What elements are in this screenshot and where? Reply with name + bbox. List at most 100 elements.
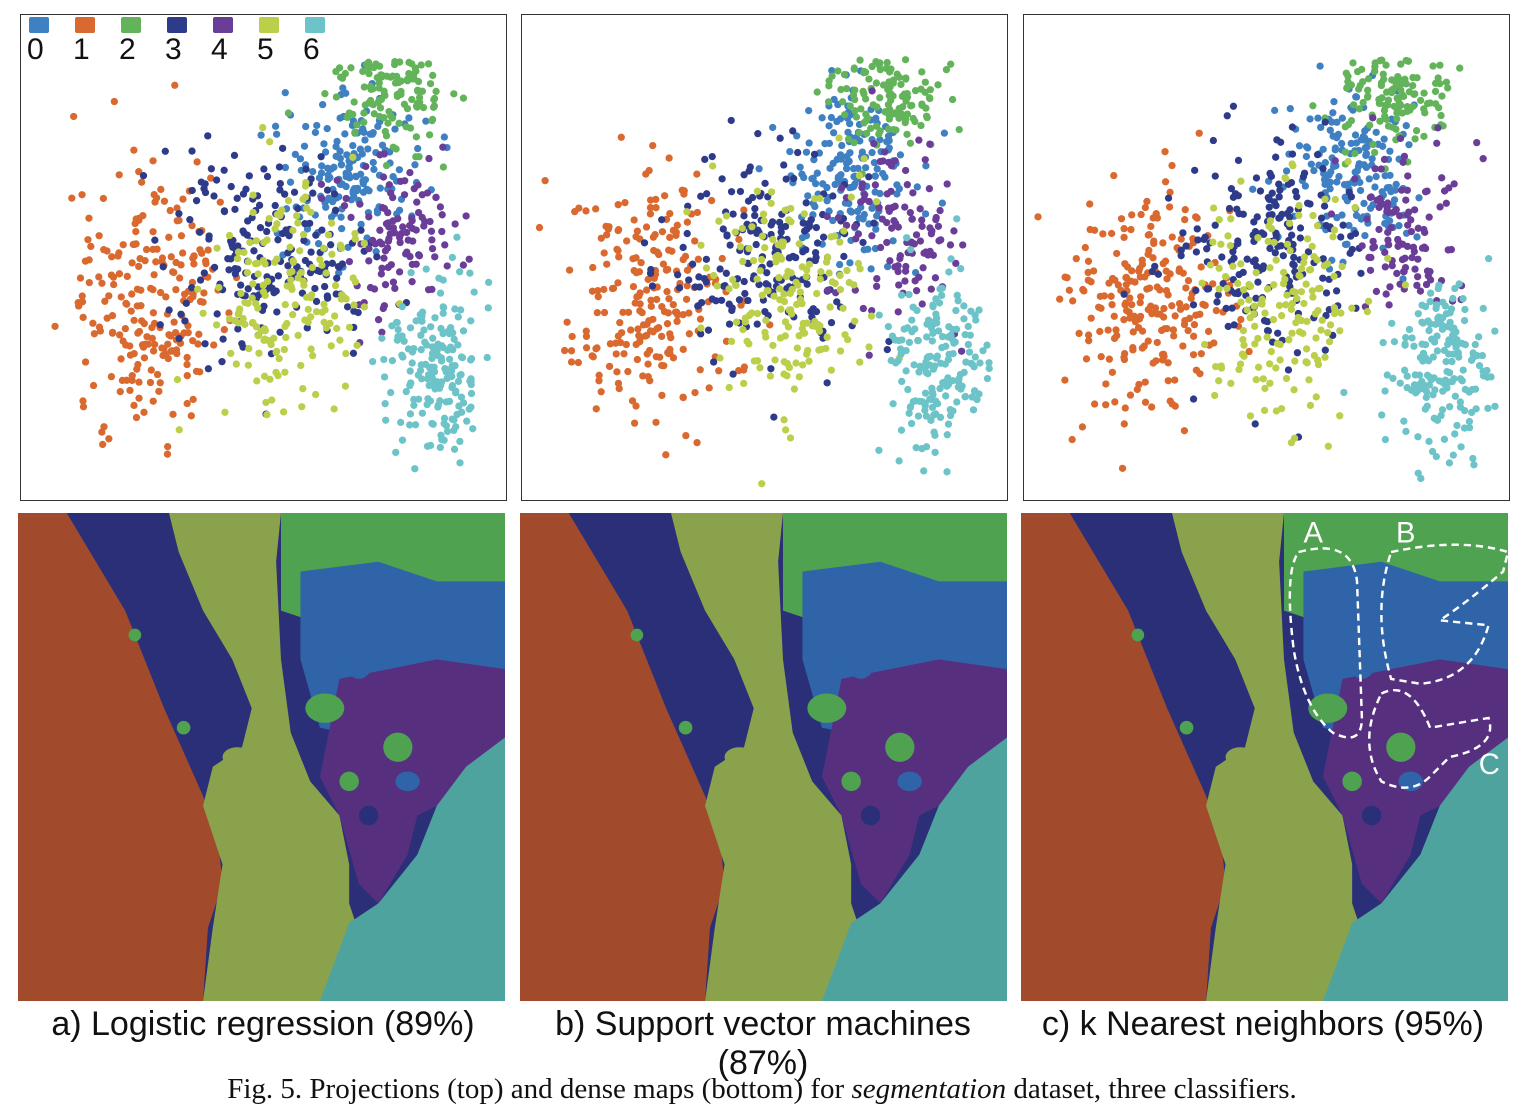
scatter-point-class-5 bbox=[795, 240, 803, 248]
scatter-point-class-5 bbox=[350, 301, 358, 309]
scatter-point-class-0 bbox=[302, 122, 310, 131]
scatter-point-class-3 bbox=[799, 219, 807, 227]
scatter-point-class-5 bbox=[780, 416, 788, 424]
scatter-point-class-1 bbox=[683, 266, 692, 274]
scatter-point-class-5 bbox=[319, 244, 328, 252]
scatter-point-class-5 bbox=[294, 331, 302, 340]
scatter-point-class-3 bbox=[1211, 172, 1219, 180]
scatter-point-class-4 bbox=[383, 244, 392, 252]
legend-swatch bbox=[167, 17, 187, 33]
scatter-point-class-3 bbox=[1290, 253, 1298, 262]
scatter-point-class-1 bbox=[140, 354, 149, 362]
scatter-point-class-2 bbox=[1384, 122, 1393, 130]
scatter-point-class-4 bbox=[378, 204, 387, 212]
scatter-point-class-5 bbox=[249, 208, 257, 217]
scatter-point-class-1 bbox=[1145, 231, 1153, 239]
scatter-point-class-1 bbox=[115, 249, 123, 257]
scatter-point-class-5 bbox=[262, 398, 270, 407]
scatter-point-class-1 bbox=[200, 289, 208, 297]
scatter-point-class-1 bbox=[123, 300, 131, 308]
scatter-point-class-0 bbox=[414, 144, 422, 153]
scatter-point-class-1 bbox=[1195, 129, 1203, 137]
scatter-point-class-5 bbox=[743, 337, 751, 345]
scatter-point-class-3 bbox=[334, 262, 343, 271]
scatter-point-class-1 bbox=[1099, 230, 1107, 238]
scatter-point-class-1 bbox=[220, 325, 228, 334]
scatter-point-class-3 bbox=[349, 349, 358, 357]
scatter-point-class-1 bbox=[1068, 435, 1076, 444]
scatter-point-class-3 bbox=[330, 190, 339, 198]
scatter-point-class-5 bbox=[338, 291, 346, 299]
scatter-point-class-6 bbox=[450, 335, 458, 343]
scatter-point-class-3 bbox=[744, 296, 752, 305]
scatter-point-class-3 bbox=[255, 201, 264, 209]
scatter-point-class-3 bbox=[275, 163, 284, 171]
scatter-point-class-1 bbox=[89, 319, 97, 327]
scatter-point-class-1 bbox=[588, 287, 597, 295]
scatter-point-class-2 bbox=[857, 105, 865, 113]
scatter-point-class-6 bbox=[884, 322, 892, 331]
scatter-point-class-5 bbox=[1313, 356, 1322, 364]
scatter-point-class-2 bbox=[1355, 85, 1363, 93]
scatter-point-class-5 bbox=[1305, 376, 1313, 384]
scatter-point-class-5 bbox=[252, 237, 261, 245]
scatter-point-class-6 bbox=[875, 446, 883, 455]
scatter-point-class-5 bbox=[255, 349, 263, 357]
scatter-point-class-6 bbox=[380, 373, 389, 381]
scatter-point-class-4 bbox=[428, 244, 437, 253]
scatter-point-class-4 bbox=[1327, 210, 1336, 218]
scatter-point-class-0 bbox=[850, 182, 858, 191]
scatter-point-class-1 bbox=[619, 308, 627, 316]
scatter-point-class-1 bbox=[617, 133, 625, 141]
scatter-point-class-6 bbox=[1451, 284, 1459, 293]
scatter-point-class-1 bbox=[600, 285, 608, 294]
scatter-point-class-5 bbox=[1273, 339, 1282, 348]
scatter-point-class-1 bbox=[614, 246, 622, 255]
scatter-point-class-3 bbox=[1272, 231, 1280, 239]
scatter-point-class-5 bbox=[251, 260, 260, 268]
legend-label: 5 bbox=[257, 33, 274, 66]
scatter-point-class-3 bbox=[1211, 221, 1219, 229]
scatter-point-class-4 bbox=[918, 300, 926, 308]
scatter-point-class-2 bbox=[1359, 78, 1367, 86]
scatter-point-class-1 bbox=[84, 236, 92, 244]
scatter-point-class-1 bbox=[1107, 292, 1115, 300]
scatter-point-class-1 bbox=[99, 440, 107, 449]
scatter-point-class-6 bbox=[1456, 375, 1465, 383]
scatter-point-class-0 bbox=[1295, 142, 1304, 150]
scatter-point-class-6 bbox=[423, 375, 432, 383]
scatter-point-class-1 bbox=[157, 185, 165, 194]
scatter-point-class-3 bbox=[244, 285, 252, 293]
scatter-point-class-5 bbox=[792, 278, 800, 286]
scatter-point-class-3 bbox=[323, 186, 332, 194]
scatter-point-class-5 bbox=[736, 243, 745, 251]
scatter-point-class-2 bbox=[1371, 63, 1379, 71]
scatter-point-class-2 bbox=[925, 94, 934, 102]
scatter-point-class-5 bbox=[1263, 333, 1271, 341]
scatter-point-class-2 bbox=[869, 101, 877, 109]
scatter-point-class-4 bbox=[915, 136, 923, 144]
scatter-point-class-0 bbox=[868, 204, 876, 212]
scatter-point-class-3 bbox=[200, 269, 208, 277]
scatter-point-class-3 bbox=[1300, 169, 1309, 177]
scatter-point-class-4 bbox=[834, 214, 843, 222]
scatter-point-class-3 bbox=[803, 280, 811, 288]
scatter-point-class-6 bbox=[983, 341, 991, 349]
scatter-point-class-2 bbox=[1341, 148, 1350, 156]
scatter-point-class-6 bbox=[947, 255, 955, 263]
scatter-point-class-1 bbox=[1152, 357, 1160, 365]
scatter-point-class-3 bbox=[1250, 218, 1258, 226]
dense-blob-class-2 bbox=[630, 628, 644, 642]
scatter-point-class-4 bbox=[384, 208, 392, 217]
scatter-point-class-6 bbox=[434, 403, 442, 411]
scatter-point-class-0 bbox=[368, 130, 377, 138]
scatter-point-class-0 bbox=[1327, 168, 1335, 176]
scatter-point-class-3 bbox=[725, 320, 734, 328]
scatter-point-class-5 bbox=[336, 241, 345, 249]
scatter-point-class-6 bbox=[454, 313, 462, 321]
scatter-point-class-6 bbox=[439, 276, 447, 284]
scatter-point-class-1 bbox=[116, 331, 124, 339]
scatter-point-class-3 bbox=[1194, 236, 1202, 244]
scatter-point-class-2 bbox=[902, 75, 910, 83]
scatter-point-class-1 bbox=[649, 141, 657, 150]
